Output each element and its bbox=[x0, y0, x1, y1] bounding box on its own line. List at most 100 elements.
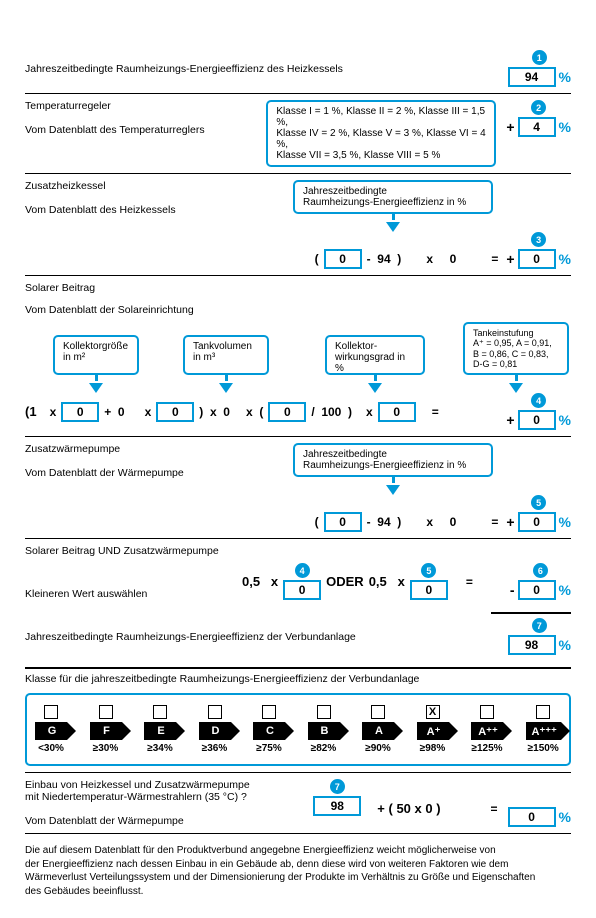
pct-icon: % bbox=[559, 809, 571, 825]
arrow-down-icon bbox=[509, 383, 523, 393]
eq-s5: = bbox=[491, 515, 498, 529]
pct-icon: % bbox=[559, 69, 571, 85]
section-solar: Solarer Beitrag Vom Datenblatt der Solar… bbox=[25, 282, 571, 437]
arrow-down-icon bbox=[368, 383, 382, 393]
pct-icon: % bbox=[559, 119, 571, 135]
checkbox-icon bbox=[153, 705, 167, 719]
value-s7: 98 bbox=[508, 635, 556, 655]
s6-eq: = bbox=[466, 575, 473, 589]
class-label: A⁺⁺ bbox=[471, 722, 503, 740]
class-range: ≥36% bbox=[202, 743, 228, 754]
section-boiler-efficiency: Jahreszeitbedingte Raumheizungs-Energiee… bbox=[25, 50, 571, 94]
solar-v2: 0 bbox=[156, 402, 194, 422]
sub-solar: Vom Datenblatt der Solareinrichtung bbox=[25, 304, 571, 316]
plus-icon: + bbox=[506, 119, 514, 135]
class-col-A⁺⁺⁺: A⁺⁺⁺ ≥150% bbox=[526, 705, 561, 754]
checkbox-icon bbox=[208, 705, 222, 719]
class-label: A⁺ bbox=[417, 722, 449, 740]
checkbox-icon bbox=[480, 705, 494, 719]
checkbox-icon bbox=[44, 705, 58, 719]
solar-v4: 0 bbox=[378, 402, 416, 422]
marker-5b: 5 bbox=[421, 563, 436, 578]
checkbox-icon bbox=[99, 705, 113, 719]
solar-eq: = bbox=[432, 405, 439, 419]
mid-s3-1: - 94 ) bbox=[367, 252, 402, 266]
title-solar: Solarer Beitrag bbox=[25, 282, 571, 294]
info-s5: Jahreszeitbedingte Raumheizungs-Energiee… bbox=[293, 443, 493, 477]
marker-4b: 4 bbox=[295, 563, 310, 578]
class-label: D bbox=[199, 722, 231, 740]
class-range: ≥150% bbox=[528, 743, 559, 754]
checkbox-icon bbox=[262, 705, 276, 719]
solar-x2: x bbox=[145, 405, 152, 419]
section-package-efficiency: Jahreszeitbedingte Raumheizungs-Energiee… bbox=[25, 618, 571, 661]
class-col-C: C≥75% bbox=[253, 705, 285, 754]
mid-s5-1: - 94 ) bbox=[367, 515, 402, 529]
class-label: F bbox=[90, 722, 122, 740]
solar-v3: 0 bbox=[268, 402, 306, 422]
class-label: A bbox=[362, 722, 394, 740]
marker-3: 3 bbox=[531, 232, 546, 247]
plus-icon: + bbox=[506, 412, 514, 428]
class-range: ≥98% bbox=[420, 743, 446, 754]
section-classes: Klasse für die jahreszeitbedingte Raumhe… bbox=[25, 673, 571, 773]
section-heatpump: Zusatzwärmepumpe Vom Datenblatt der Wärm… bbox=[25, 443, 571, 539]
solar-x1: x bbox=[50, 405, 57, 419]
s8-line2: mit Niedertemperatur-Wärmestrahlern (35 … bbox=[25, 791, 303, 803]
class-label: E bbox=[144, 722, 176, 740]
minus-icon: - bbox=[510, 582, 515, 598]
paren-open: ( bbox=[315, 252, 319, 266]
class-label: A⁺⁺⁺ bbox=[526, 722, 561, 740]
class-col-E: E≥34% bbox=[144, 705, 176, 754]
class-col-G: G <30% bbox=[35, 705, 67, 754]
solar-p2: ) x 0 bbox=[199, 405, 230, 419]
value-s1: 94 bbox=[508, 67, 556, 87]
sub-s3: Vom Datenblatt des Heizkessels bbox=[25, 204, 283, 216]
pct-icon: % bbox=[559, 514, 571, 530]
s8-v1: 98 bbox=[313, 796, 361, 816]
mid-s5-2: x 0 bbox=[426, 515, 456, 529]
title-classes: Klasse für die jahreszeitbedingte Raumhe… bbox=[25, 673, 571, 685]
class-range: ≥90% bbox=[365, 743, 391, 754]
s6-pre: 0,5 x bbox=[242, 574, 278, 589]
marker-5: 5 bbox=[531, 495, 546, 510]
paren-open: ( bbox=[315, 515, 319, 529]
s6-v4: 0 bbox=[283, 580, 321, 600]
s6-v5: 0 bbox=[410, 580, 448, 600]
title-s3: Zusatzheizkessel bbox=[25, 180, 283, 192]
label-s1: Jahreszeitbedingte Raumheizungs-Energiee… bbox=[25, 63, 343, 75]
solar-p1: + 0 bbox=[104, 405, 124, 419]
marker-7: 7 bbox=[532, 618, 547, 633]
s8-line1: Einbau von Heizkessel und Zusatzwärmepum… bbox=[25, 779, 303, 791]
class-row: G<30%F≥30%E≥34%D≥36%C≥75%B≥82%A≥90%XA⁺≥9… bbox=[25, 693, 571, 766]
sub-s5: Vom Datenblatt der Wärmepumpe bbox=[25, 467, 283, 479]
class-range: ≥30% bbox=[93, 743, 119, 754]
class-label: G bbox=[35, 722, 67, 740]
class-col-A: A ≥90% bbox=[362, 705, 394, 754]
class-col-A⁺⁺: A⁺⁺≥125% bbox=[471, 705, 503, 754]
info-te: Tankeinstufung A⁺ = 0,95, A = 0,91, B = … bbox=[463, 322, 569, 375]
title-s5: Zusatzwärmepumpe bbox=[25, 443, 283, 455]
info-kol: Kollektorgröße in m² bbox=[53, 335, 139, 375]
pct-icon: % bbox=[559, 637, 571, 653]
pct-icon: % bbox=[559, 251, 571, 267]
class-range: <30% bbox=[38, 743, 64, 754]
solar-p4: / 100 ) bbox=[311, 405, 352, 419]
class-col-F: F ≥30% bbox=[90, 705, 122, 754]
checkbox-icon: X bbox=[426, 705, 440, 719]
info-s3: Jahreszeitbedingte Raumheizungs-Energiee… bbox=[293, 180, 493, 214]
class-label: C bbox=[253, 722, 285, 740]
class-range: ≥82% bbox=[311, 743, 337, 754]
plus-icon: + bbox=[506, 251, 514, 267]
arrow-down-icon bbox=[386, 485, 400, 495]
pct-icon: % bbox=[559, 412, 571, 428]
s8-eq: = bbox=[491, 802, 498, 816]
solar-p3: x ( bbox=[246, 405, 263, 419]
marker-6: 6 bbox=[533, 563, 548, 578]
s8-mid: + ( 50 x 0 ) bbox=[377, 801, 440, 816]
title-s2: Temperaturregeler bbox=[25, 100, 256, 112]
plus-icon: + bbox=[506, 514, 514, 530]
checkbox-icon bbox=[536, 705, 550, 719]
solar-x3: x bbox=[366, 405, 373, 419]
section-aux-boiler: Zusatzheizkessel Vom Datenblatt des Heiz… bbox=[25, 180, 571, 276]
